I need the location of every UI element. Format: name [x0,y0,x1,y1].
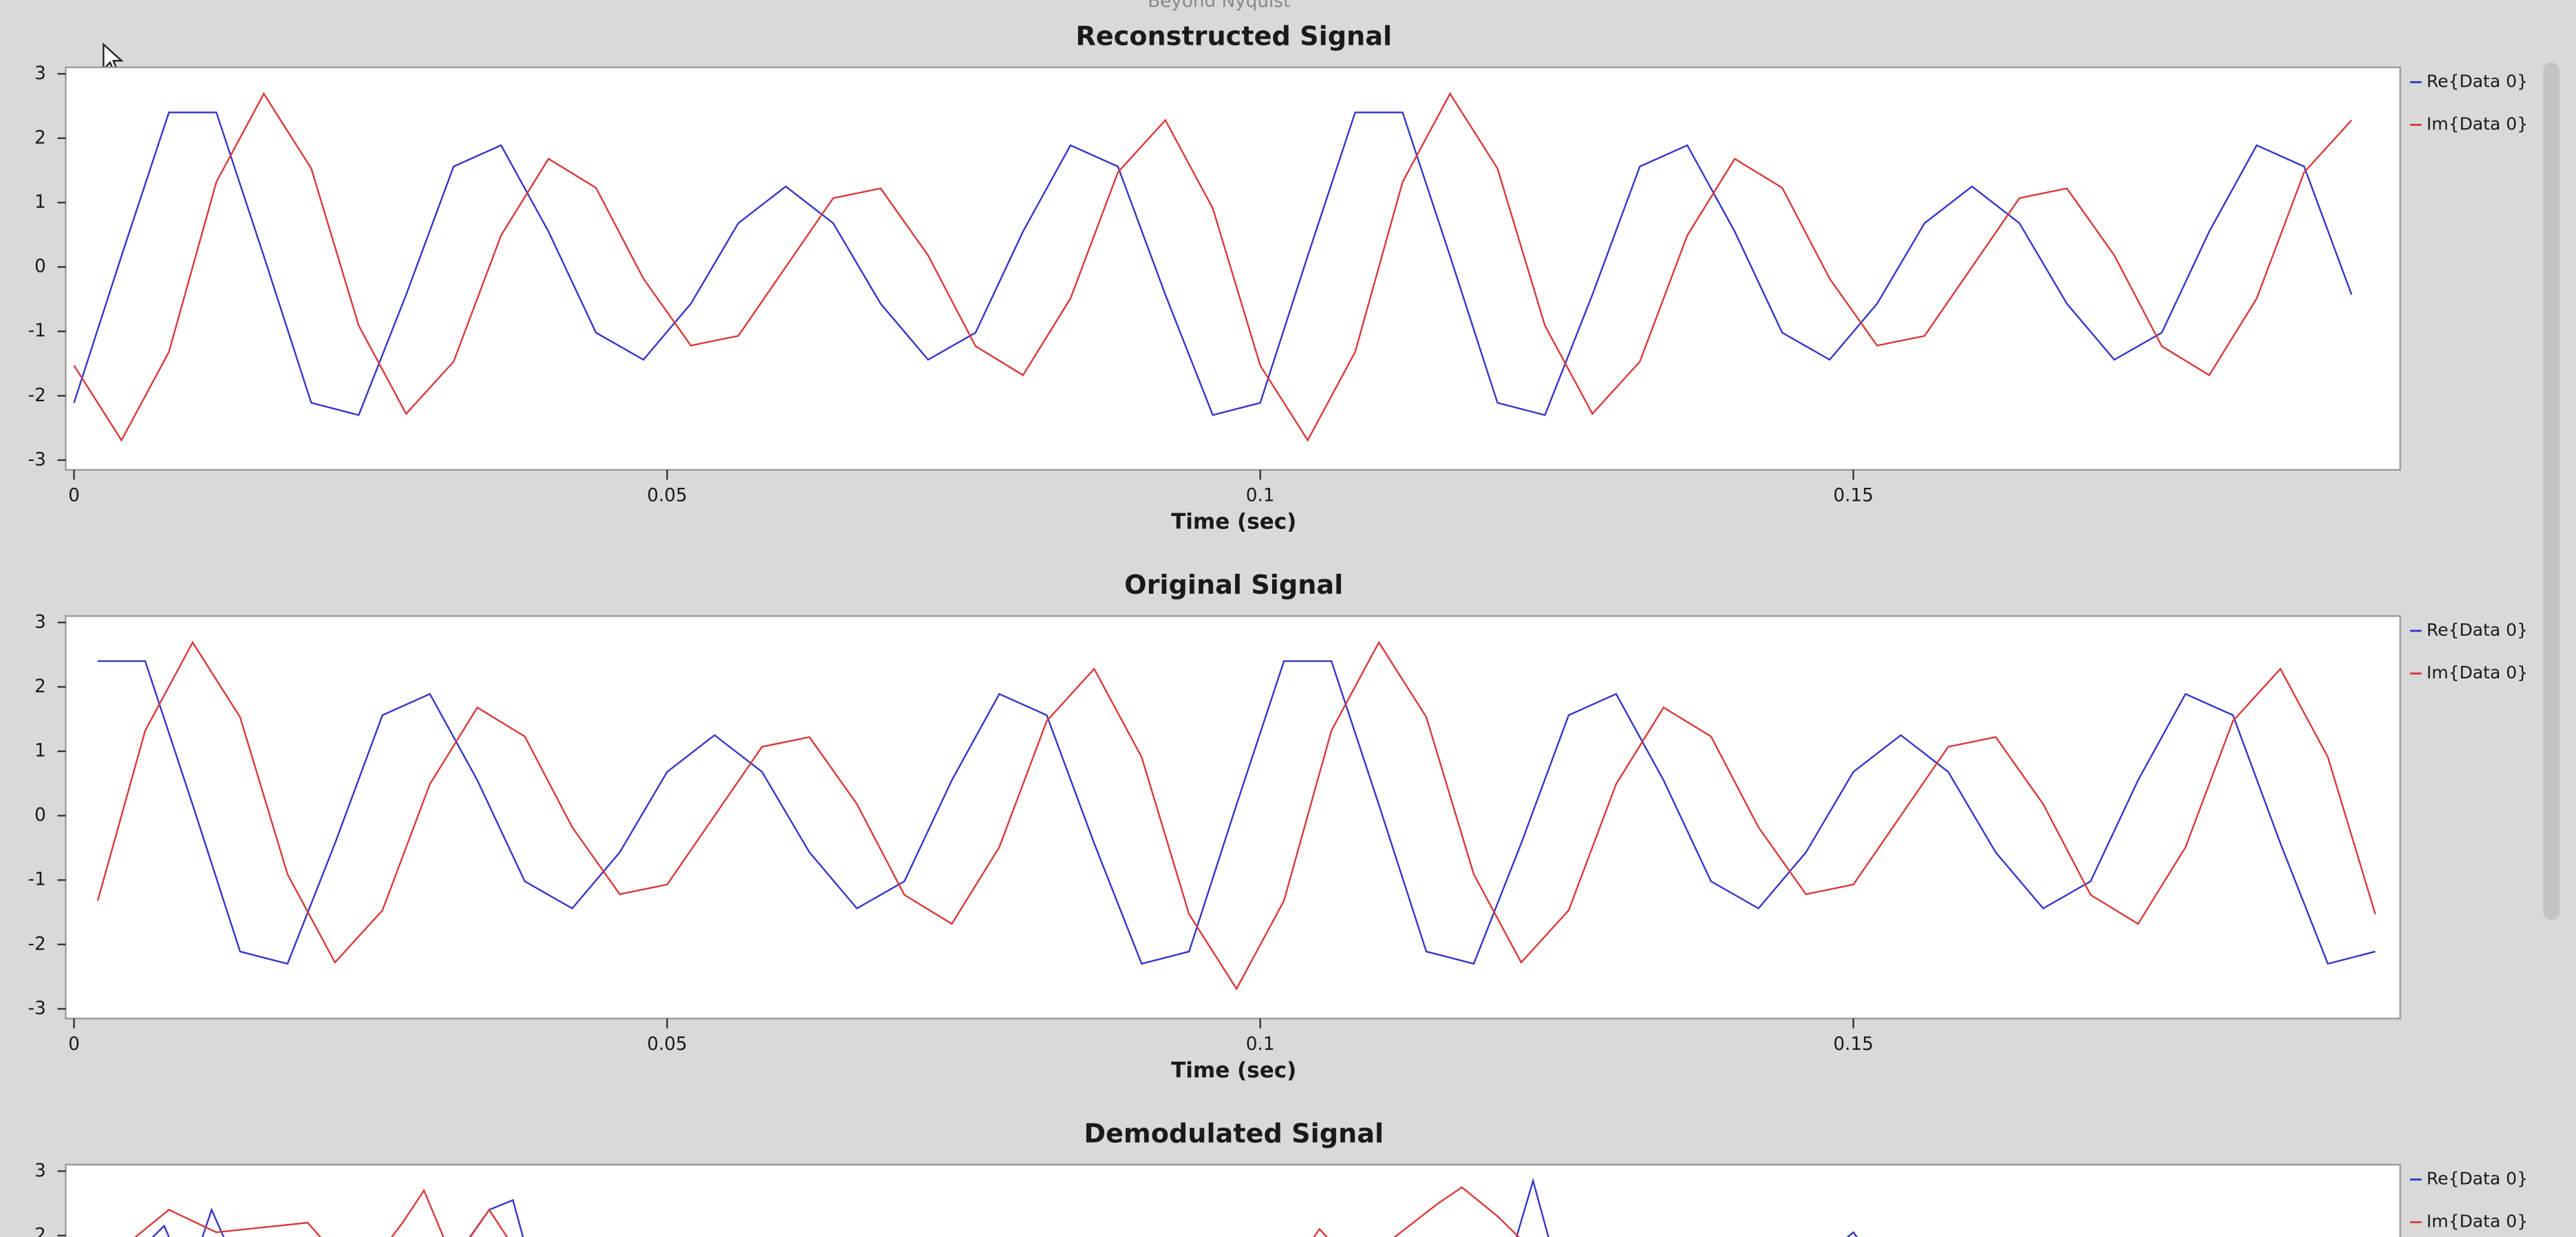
legend-label: Im{Data 0} [2427,114,2528,133]
x-axis-label: Time (sec) [1171,1058,1296,1083]
y-tick-label: 3 [34,1161,46,1181]
legend-label: Im{Data 0} [2427,663,2528,682]
x-tick-label: 0.05 [647,1034,687,1055]
y-tick-label: 2 [34,676,46,697]
x-axis-label: Time (sec) [1171,509,1296,534]
x-tick-label: 0.1 [1246,486,1275,506]
chart-title: Demodulated Signal [1084,1119,1384,1149]
x-tick-label: 0.15 [1833,1034,1873,1055]
series-line [73,92,2352,442]
y-tick-label: 2 [34,127,46,148]
y-tick-label: 0 [34,257,46,277]
y-tick-label: 0 [34,805,46,826]
chart-title: Reconstructed Signal [1075,21,1392,52]
scrollbar[interactable] [2543,62,2560,921]
y-tick-label: 3 [34,612,46,632]
x-tick-label: 0 [68,486,80,506]
x-tick-label: 0.05 [647,486,687,506]
window-title: Beyond Nyquist [1148,0,1290,12]
series-line [73,111,2352,416]
y-tick-label: -1 [28,870,46,890]
series-line [98,660,2376,965]
y-tick-label: 1 [34,192,46,213]
series-line [96,641,2376,991]
x-tick-label: 0.15 [1833,486,1873,506]
plot-area [65,66,2401,471]
legend-label: Im{Data 0} [2427,1212,2528,1231]
legend-label: Re{Data 0} [2427,71,2528,91]
y-tick-label: -3 [28,998,46,1019]
plot-area [65,1163,2401,1237]
x-tick-label: 0 [68,1034,80,1055]
y-tick-label: 2 [34,1225,46,1237]
chart-title: Original Signal [1124,570,1343,601]
y-tick-label: 3 [34,63,46,84]
x-tick-label: 0.1 [1246,1034,1275,1055]
y-tick-label: -2 [28,385,46,406]
y-tick-label: 1 [34,740,46,761]
legend-label: Re{Data 0} [2427,620,2528,640]
y-tick-label: -1 [28,321,46,341]
series-line [134,1186,1521,1237]
y-tick-label: -3 [28,449,46,470]
legend-label: Re{Data 0} [2427,1168,2528,1188]
y-tick-label: -2 [28,934,46,954]
